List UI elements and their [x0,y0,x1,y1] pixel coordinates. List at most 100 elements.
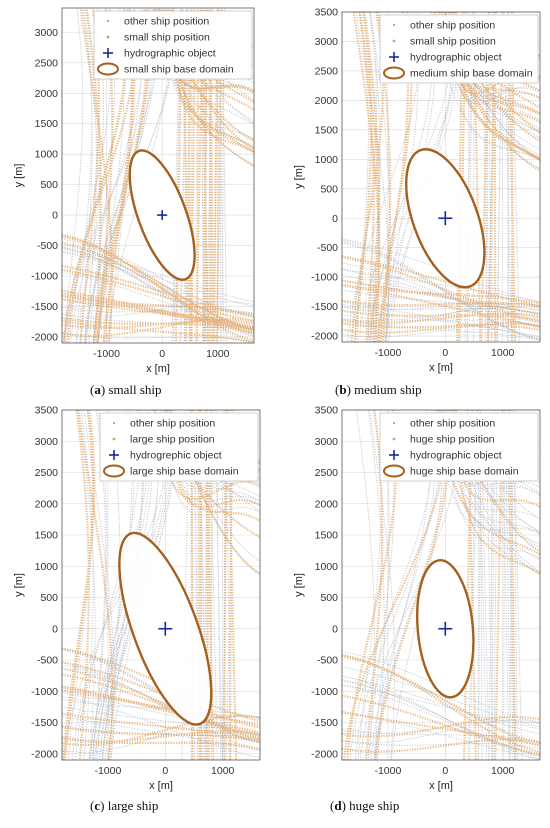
chart-svg-c: -1000 0 1000 -2000 -1500 -1000 -500 0 500 1000 150… [13,405,261,792]
y-tick-label: 1000 [35,149,59,161]
hydrographic-object-marker [438,211,453,226]
x-tick-label: 0 [162,765,168,777]
y-tick-label: 1000 [315,154,339,166]
y-tick-label: -1500 [311,717,338,729]
caption-letter: b [339,382,347,397]
y-tick-label: 3000 [315,436,339,448]
y-tick-label: 2000 [315,95,339,107]
x-tick-label: 1000 [491,347,515,359]
y-tick-label: 2500 [35,467,59,479]
caption-text: ) medium ship [346,382,422,397]
legend: other ship position small ship position hy… [379,14,539,84]
chart-panel-d: -1000 0 1000 -2000 -1500 -1000 -500 0 500 1000 150… [275,400,550,800]
legend: other ship position huge ship position hyd… [379,412,539,482]
panel-caption: (a) small ship [90,382,162,397]
y-tick-label: 2500 [315,65,339,77]
chart-svg-b: -1000 0 1000 -2000 -1500 -1000 -500 0 500 1000 150… [293,7,541,374]
y-tick-label: -2000 [311,748,338,760]
y-axis-label: y [m] [13,573,25,597]
y-tick-label: 1500 [35,118,59,130]
y-tick-label: 2000 [315,498,339,510]
chart-svg-d: -1000 0 1000 -2000 -1500 -1000 -500 0 500 1000 150… [293,405,541,792]
x-tick-label: -1000 [94,765,121,777]
legend-entry-label: small ship position [410,36,496,48]
x-tick-label: 0 [442,347,448,359]
x-tick-label: 0 [442,765,448,777]
legend-entry-label: huge ship position [410,434,495,446]
y-tick-label: 1500 [35,530,59,542]
caption-letter: d [334,798,342,813]
caption-text: ) huge ship [341,798,400,813]
y-tick-label: 3000 [35,436,59,448]
y-tick-label: 3500 [315,7,339,19]
x-tick-label: 1000 [206,348,230,360]
x-tick-label: -1000 [374,765,401,777]
axes-box [61,409,261,761]
y-tick-label: 0 [52,623,58,635]
legend-entry-label: other ship position [410,418,495,430]
y-tick-label: 500 [320,592,338,604]
y-tick-label: -1500 [31,301,58,313]
caption-letter: a [94,382,101,397]
y-tick-label: 2000 [35,88,59,100]
axes-box [341,409,541,761]
caption-text: ) small ship [100,382,162,397]
y-tick-label: 1000 [315,561,339,573]
y-tick-label: -1000 [311,686,338,698]
legend-entry-label: hydrographic object [410,450,502,462]
x-tick-label: 0 [159,348,165,360]
y-tick-label: -1000 [31,686,58,698]
y-tick-label: 500 [40,592,58,604]
y-tick-label: -1500 [311,301,338,313]
panel-caption: (d) huge ship [330,798,400,813]
x-tick-label: -1000 [93,348,120,360]
y-tick-label: -2000 [311,331,338,343]
y-tick-label: -500 [317,242,338,254]
y-tick-label: -1000 [31,271,58,283]
y-tick-label: 3000 [35,27,59,39]
legend: other ship position small ship position hy… [93,10,253,80]
y-tick-label: 1000 [35,561,59,573]
base-domain-ellipse [405,148,486,289]
y-tick-label: 2000 [35,498,59,510]
legend: other ship position large ship position hy… [99,412,259,482]
own-ship-tracks [62,410,260,760]
y-tick-label: 2500 [315,467,339,479]
axes-box [61,7,255,344]
x-tick-label: -1000 [374,347,401,359]
y-tick-label: 3000 [315,36,339,48]
x-axis-label: x [m] [429,780,453,792]
legend-entry-label: hydrographic object [124,48,216,60]
y-tick-label: -1500 [31,717,58,729]
hydrographic-object-marker [157,210,168,221]
y-tick-label: 500 [320,183,338,195]
panel-caption: (c) large ship [90,798,159,813]
panel-caption: (b) medium ship [335,382,422,397]
legend-entry-label: medium ship base domain [410,68,533,80]
x-tick-label: 1000 [211,765,235,777]
y-tick-label: -500 [37,240,58,252]
y-tick-label: 1500 [315,530,339,542]
base-domain-ellipse [118,531,213,726]
legend-entry-label: large ship position [130,434,215,446]
legend-entry-label: hydrogrephic object [130,450,222,462]
hydrographic-object-marker [438,621,453,636]
y-tick-label: 1500 [315,124,339,136]
axes-box [341,11,541,343]
legend-entry-label: other ship position [130,418,215,430]
y-axis-label: y [m] [293,165,305,189]
x-axis-label: x [m] [149,780,173,792]
legend-entry-label: hydrographic object [410,52,502,64]
y-tick-label: 0 [332,623,338,635]
y-tick-label: -500 [37,655,58,667]
hydrographic-object-marker [158,621,173,636]
y-tick-label: 3500 [315,405,339,417]
chart-svg-a: -1000 0 1000 -2000 -1500 -1000 -500 0 500 1000 150… [13,7,255,375]
y-tick-label: -2000 [31,748,58,760]
legend-entry-label: huge ship base domain [410,466,519,478]
legend-entry-label: other ship position [410,20,495,32]
legend-entry-label: small ship position [124,32,210,44]
y-axis-label: y [m] [13,164,25,188]
y-tick-label: 3500 [35,405,59,417]
base-domain-ellipse [128,149,196,281]
